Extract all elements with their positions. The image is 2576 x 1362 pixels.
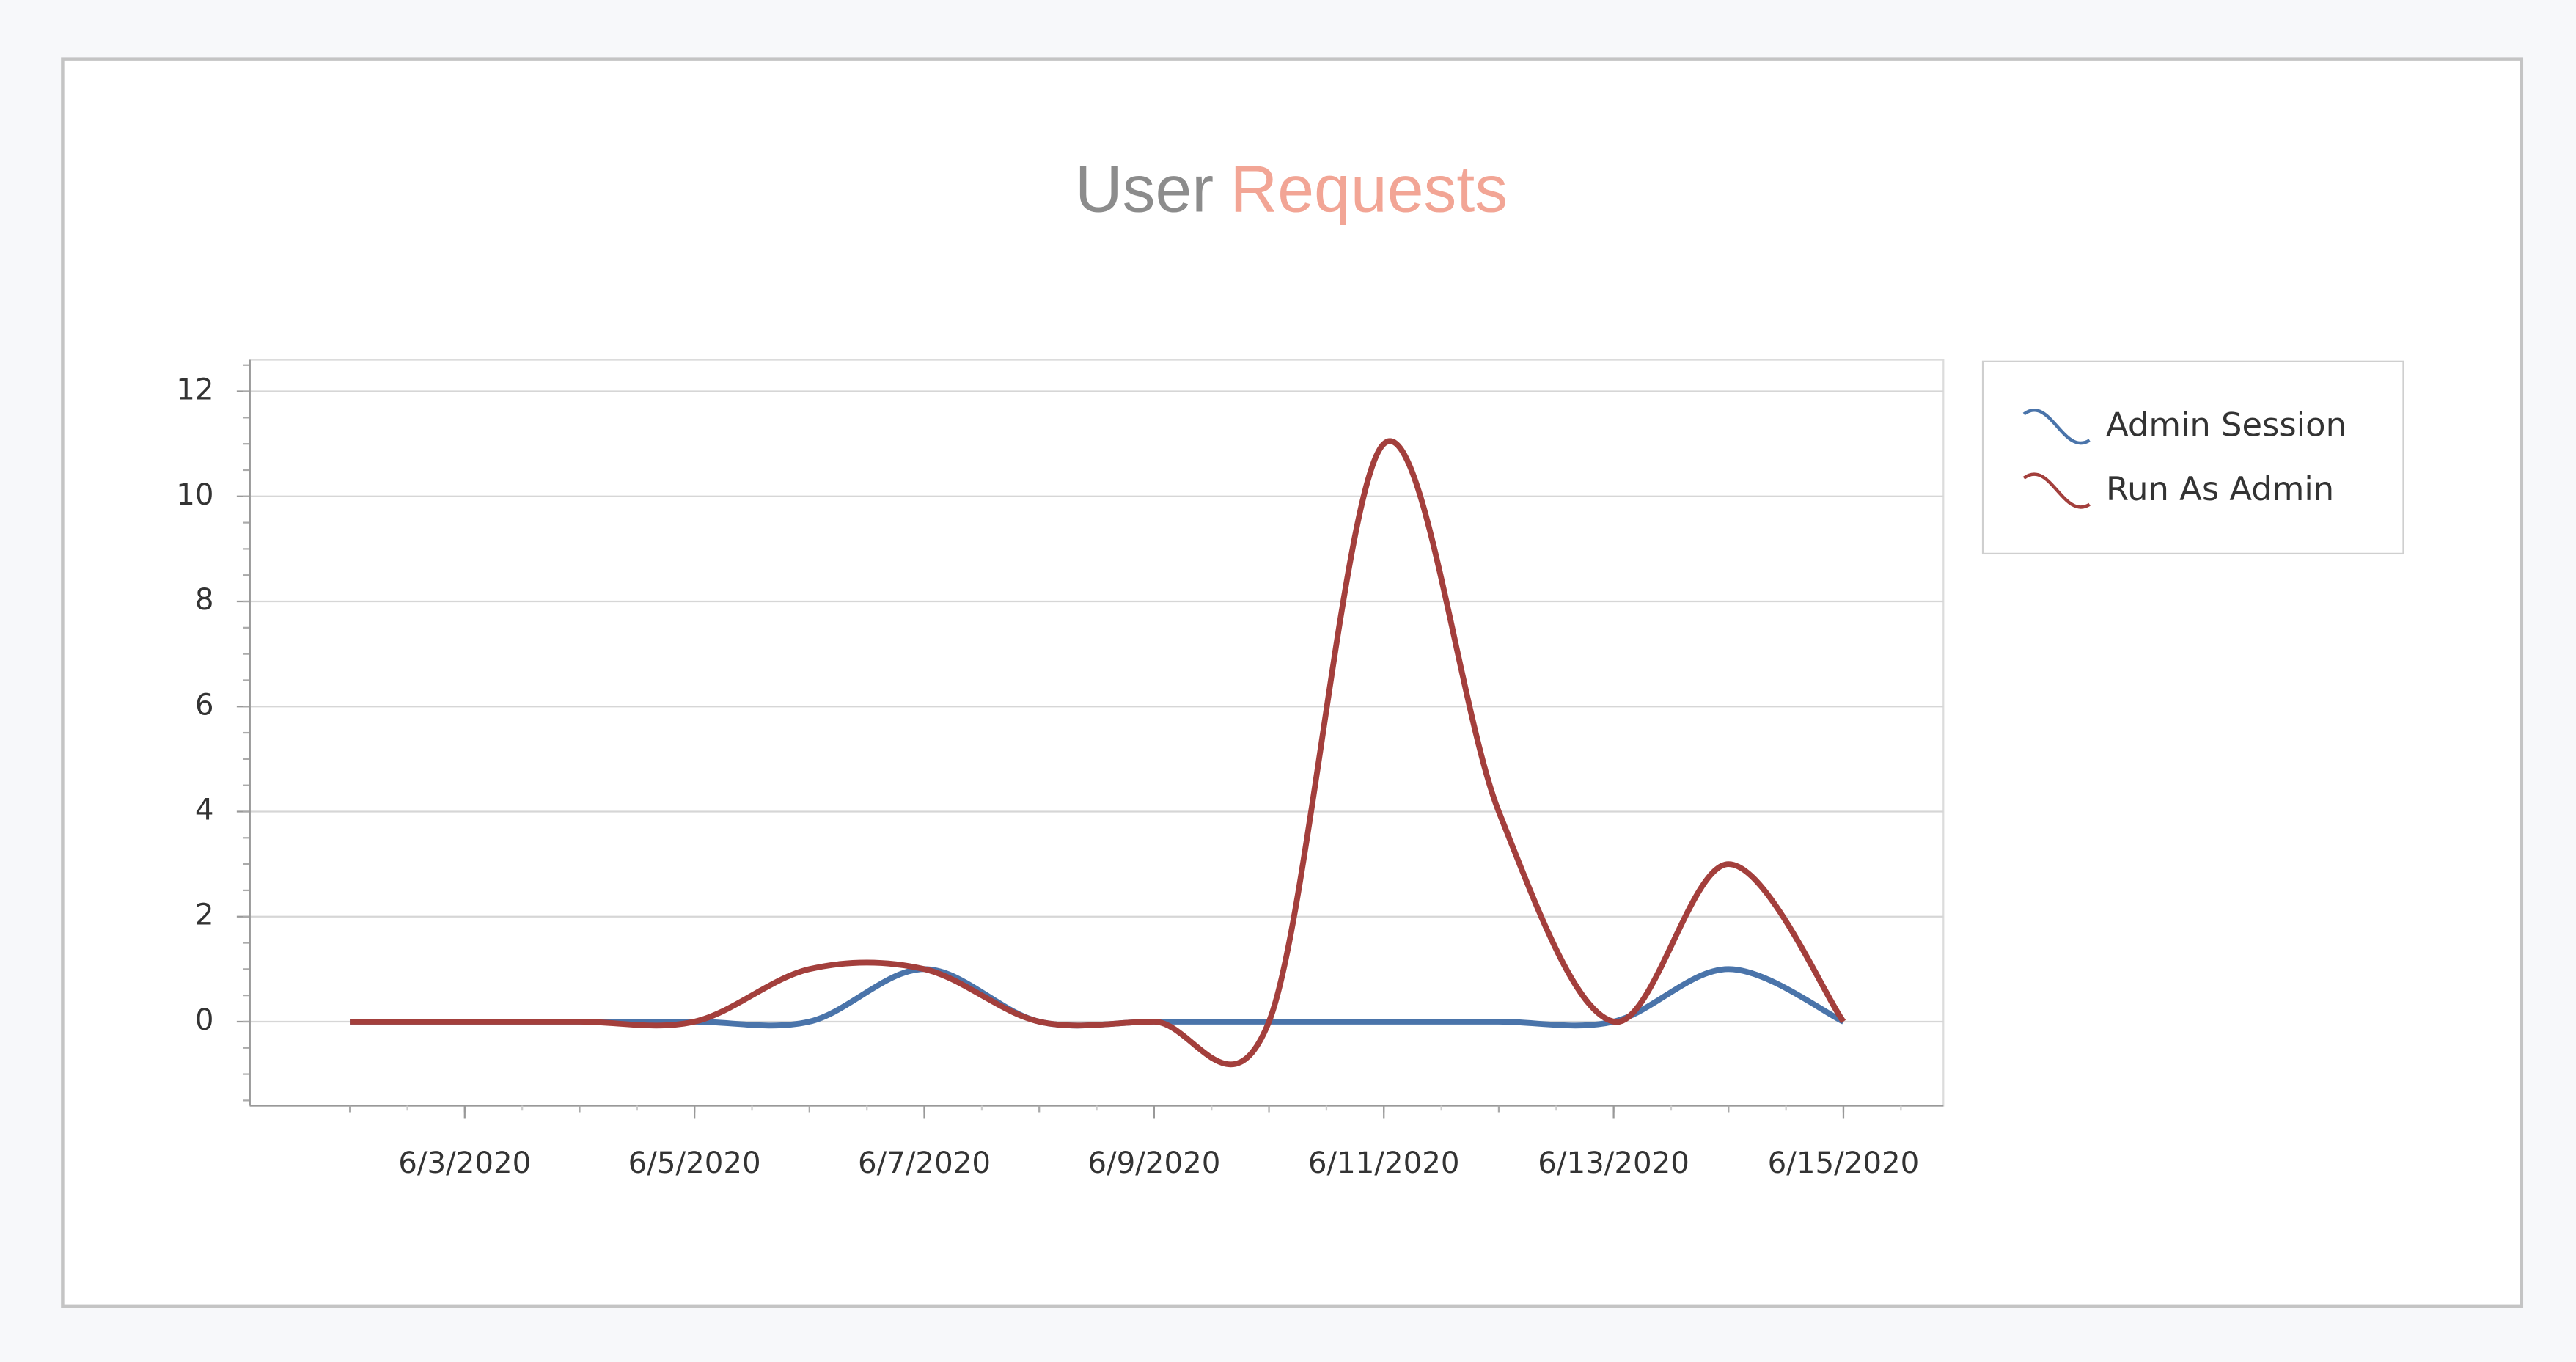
series-line <box>350 438 1846 1068</box>
y-tick-label: 4 <box>195 792 214 827</box>
x-tick-label: 6/11/2020 <box>1308 1146 1460 1180</box>
x-tick-label: 6/9/2020 <box>1087 1146 1220 1180</box>
legend-label: Admin Session <box>2106 405 2346 444</box>
y-tick-label: 10 <box>176 477 213 512</box>
chart-panel <box>61 57 2524 1308</box>
legend-label: Run As Admin <box>2106 469 2334 508</box>
x-tick-label: 6/13/2020 <box>1538 1146 1689 1180</box>
x-tick-label: 6/5/2020 <box>628 1146 761 1180</box>
x-tick-label: 6/7/2020 <box>858 1146 991 1180</box>
legend-box <box>1981 360 2404 555</box>
x-tick-label: 6/3/2020 <box>398 1146 531 1180</box>
title-part: Requests <box>1230 152 1508 225</box>
y-tick-label: 6 <box>195 687 214 722</box>
legend-icon <box>2022 472 2091 509</box>
legend-icon <box>2022 408 2091 445</box>
y-tick-label: 8 <box>195 582 214 617</box>
x-tick-label: 6/15/2020 <box>1768 1146 1920 1180</box>
y-tick-label: 12 <box>176 373 213 407</box>
chart-title: User Requests <box>1075 152 1508 225</box>
y-tick-label: 2 <box>195 898 214 932</box>
y-tick-label: 0 <box>195 1003 214 1037</box>
title-part: User <box>1075 152 1214 225</box>
